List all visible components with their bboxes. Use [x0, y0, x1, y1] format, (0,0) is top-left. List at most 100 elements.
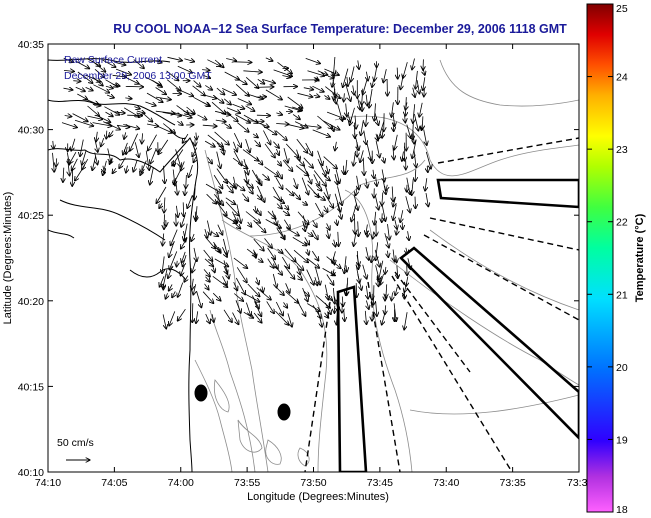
current-vector — [313, 170, 326, 187]
current-vector — [297, 211, 309, 225]
current-vector — [257, 185, 264, 202]
current-vector — [356, 283, 357, 298]
current-vector — [145, 150, 149, 171]
current-vector — [276, 203, 282, 209]
current-vector — [276, 228, 285, 239]
colorbar-tick-label: 19 — [616, 434, 628, 446]
current-vector — [163, 233, 164, 246]
current-vector — [202, 291, 214, 304]
current-vector — [134, 142, 139, 157]
current-vector — [188, 164, 193, 178]
current-vector — [327, 223, 330, 230]
current-vector — [187, 195, 193, 208]
current-vector — [205, 85, 212, 90]
current-vector — [324, 96, 330, 100]
current-vector — [262, 286, 263, 292]
current-vector — [204, 283, 209, 290]
current-vector — [324, 68, 339, 75]
current-vector — [169, 311, 176, 326]
current-vector — [285, 283, 290, 293]
current-vector — [133, 59, 145, 69]
radar-sectors — [336, 178, 579, 472]
current-vector — [176, 105, 189, 114]
current-vector — [353, 150, 355, 166]
current-vector — [382, 205, 385, 221]
x-tick-label: 73:55 — [234, 477, 260, 489]
current-vector — [277, 170, 282, 179]
y-axis-label: Latitude (Degrees:Minutes) — [2, 192, 14, 325]
current-vector — [237, 122, 250, 133]
current-vector — [96, 131, 97, 142]
current-vector — [175, 178, 177, 195]
current-vector — [169, 240, 175, 258]
current-vector — [327, 76, 334, 78]
current-vector — [109, 130, 113, 137]
current-vector — [142, 133, 143, 144]
current-vector — [213, 193, 223, 205]
current-vector — [382, 213, 383, 222]
current-vector — [213, 266, 215, 272]
x-tick-label: 73:40 — [433, 477, 459, 489]
current-vector — [225, 201, 239, 216]
current-vector — [425, 178, 427, 191]
colorbar-ticks: 25 24 23 22 21 20 19 18 — [587, 3, 628, 516]
current-vector — [313, 95, 320, 97]
current-vector — [273, 196, 285, 203]
current-vector — [266, 301, 275, 313]
current-vector — [267, 247, 276, 260]
current-vector — [275, 177, 283, 189]
current-vector — [272, 273, 276, 288]
current-vector — [324, 205, 328, 213]
current-vector — [385, 266, 386, 274]
current-vector — [213, 245, 220, 251]
current-vector — [164, 165, 165, 184]
current-vector — [354, 233, 356, 246]
current-vector — [202, 70, 210, 71]
current-vector — [315, 202, 322, 217]
current-vector — [271, 210, 277, 226]
current-vector — [415, 70, 417, 89]
current-vector — [192, 147, 198, 157]
current-vector — [256, 194, 262, 200]
current-vector — [354, 214, 355, 234]
current-vector — [414, 149, 416, 168]
current-vector — [413, 130, 414, 144]
current-vector — [257, 259, 263, 263]
current-vector — [297, 92, 313, 97]
current-vector — [103, 165, 105, 173]
current-vector — [116, 125, 130, 127]
current-vector — [365, 310, 366, 325]
current-vector — [63, 88, 73, 90]
colorbar-label: Temperature (°C) — [634, 213, 646, 302]
current-vector — [193, 156, 196, 163]
current-vector — [168, 265, 173, 279]
current-vector — [393, 196, 396, 207]
current-vector — [348, 113, 351, 123]
y-tick-label: 40:30 — [18, 125, 44, 137]
current-vector — [252, 134, 258, 138]
current-vector — [235, 84, 249, 96]
current-vector — [383, 69, 387, 83]
current-vector — [134, 107, 140, 109]
current-vector — [256, 157, 263, 165]
current-vector — [85, 74, 101, 82]
current-vector — [245, 184, 253, 194]
current-vector — [226, 59, 236, 61]
current-vector — [287, 313, 292, 327]
current-vector — [374, 66, 377, 82]
current-vector — [414, 113, 418, 131]
current-vector — [366, 285, 368, 299]
overlay-current-label: Raw Surface Current — [64, 54, 162, 66]
x-tick-label: 73:3 — [567, 477, 588, 489]
current-vector — [397, 67, 398, 80]
current-vector — [325, 86, 340, 99]
current-vector — [393, 122, 394, 132]
current-vector — [127, 115, 142, 116]
current-vector — [207, 156, 213, 164]
current-vector — [297, 266, 300, 275]
current-vector — [255, 87, 274, 88]
current-vector — [205, 228, 208, 238]
current-vector — [336, 202, 341, 219]
current-vector — [361, 119, 364, 136]
current-vector — [255, 174, 262, 186]
